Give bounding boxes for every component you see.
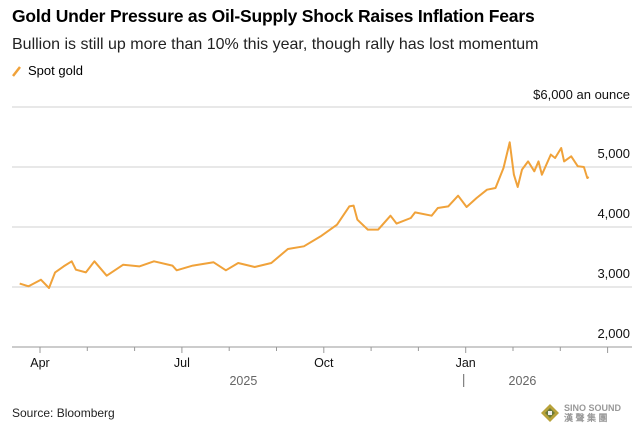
logo-subtext: 漢 聲 集 團 (564, 413, 608, 423)
x-tick-label: Apr (30, 356, 49, 370)
logo: SINO SOUND 漢 聲 集 團 (540, 403, 621, 423)
legend-label: Spot gold (28, 63, 83, 78)
logo-text: SINO SOUND (564, 403, 622, 413)
year-label: 2026 (509, 374, 537, 388)
y-tick-label: 3,000 (597, 266, 630, 281)
legend-line-icon (12, 65, 21, 77)
y-tick-label: 2,000 (597, 326, 630, 341)
year-label: 2025 (229, 374, 257, 388)
x-tick-label: Oct (314, 356, 334, 370)
x-tick-label: Jan (456, 356, 476, 370)
chart-plot: $6,000 an ounce 5,000 4,000 3,000 2,000 Apr Ju… (12, 87, 632, 388)
y-tick-label: $6,000 an ounce (533, 87, 630, 102)
source-note: Source: Bloomberg (12, 406, 115, 420)
y-tick-label: 5,000 (597, 146, 630, 161)
y-tick-label: 4,000 (597, 206, 630, 221)
x-tick-label: Jul (174, 356, 190, 370)
logo-diamond-icon (541, 404, 559, 422)
series-line-spot-gold (19, 141, 590, 289)
chart-subtitle: Bullion is still up more than 10% this y… (12, 36, 539, 53)
legend: Spot gold (12, 63, 83, 78)
chart-title: Gold Under Pressure as Oil-Supply Shock … (12, 6, 535, 26)
